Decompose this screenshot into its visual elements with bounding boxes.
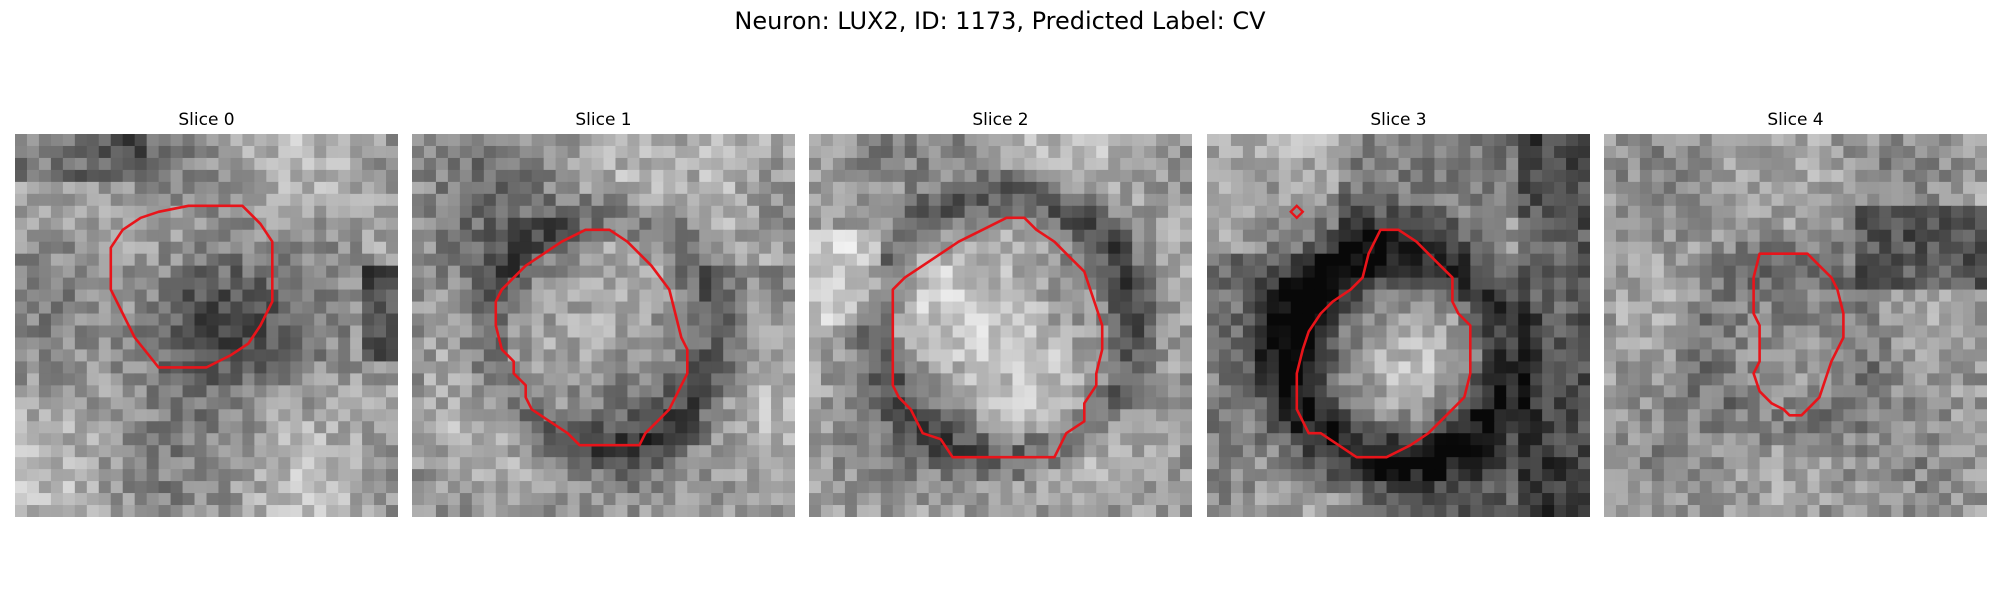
slice-image: [1604, 134, 1987, 517]
figure-title: Neuron: LUX2, ID: 1173, Predicted Label:…: [734, 7, 1266, 35]
cell-contour: [109, 204, 274, 369]
small-contour-marker: [1289, 204, 1305, 220]
slice-panel-2: Slice 2: [809, 110, 1192, 518]
slice-title: Slice 0: [178, 110, 235, 130]
slice-image: [1207, 134, 1590, 517]
slice-title: Slice 3: [1370, 110, 1427, 130]
slice-image: [809, 134, 1192, 517]
slice-title: Slice 4: [1767, 110, 1824, 130]
slice-title: Slice 1: [575, 110, 632, 130]
slice-panel-3: Slice 3: [1207, 110, 1590, 518]
slice-panel-4: Slice 4: [1604, 110, 1987, 518]
slice-panel-0: Slice 0: [15, 110, 398, 518]
cell-contour: [891, 216, 1104, 459]
slice-image: [412, 134, 795, 517]
slice-panel-1: Slice 1: [412, 110, 795, 518]
cell-contour: [1295, 228, 1472, 459]
slice-image: [15, 134, 398, 517]
cell-contour: [494, 228, 689, 447]
slice-title: Slice 2: [972, 110, 1029, 130]
cell-contour: [1752, 252, 1845, 417]
